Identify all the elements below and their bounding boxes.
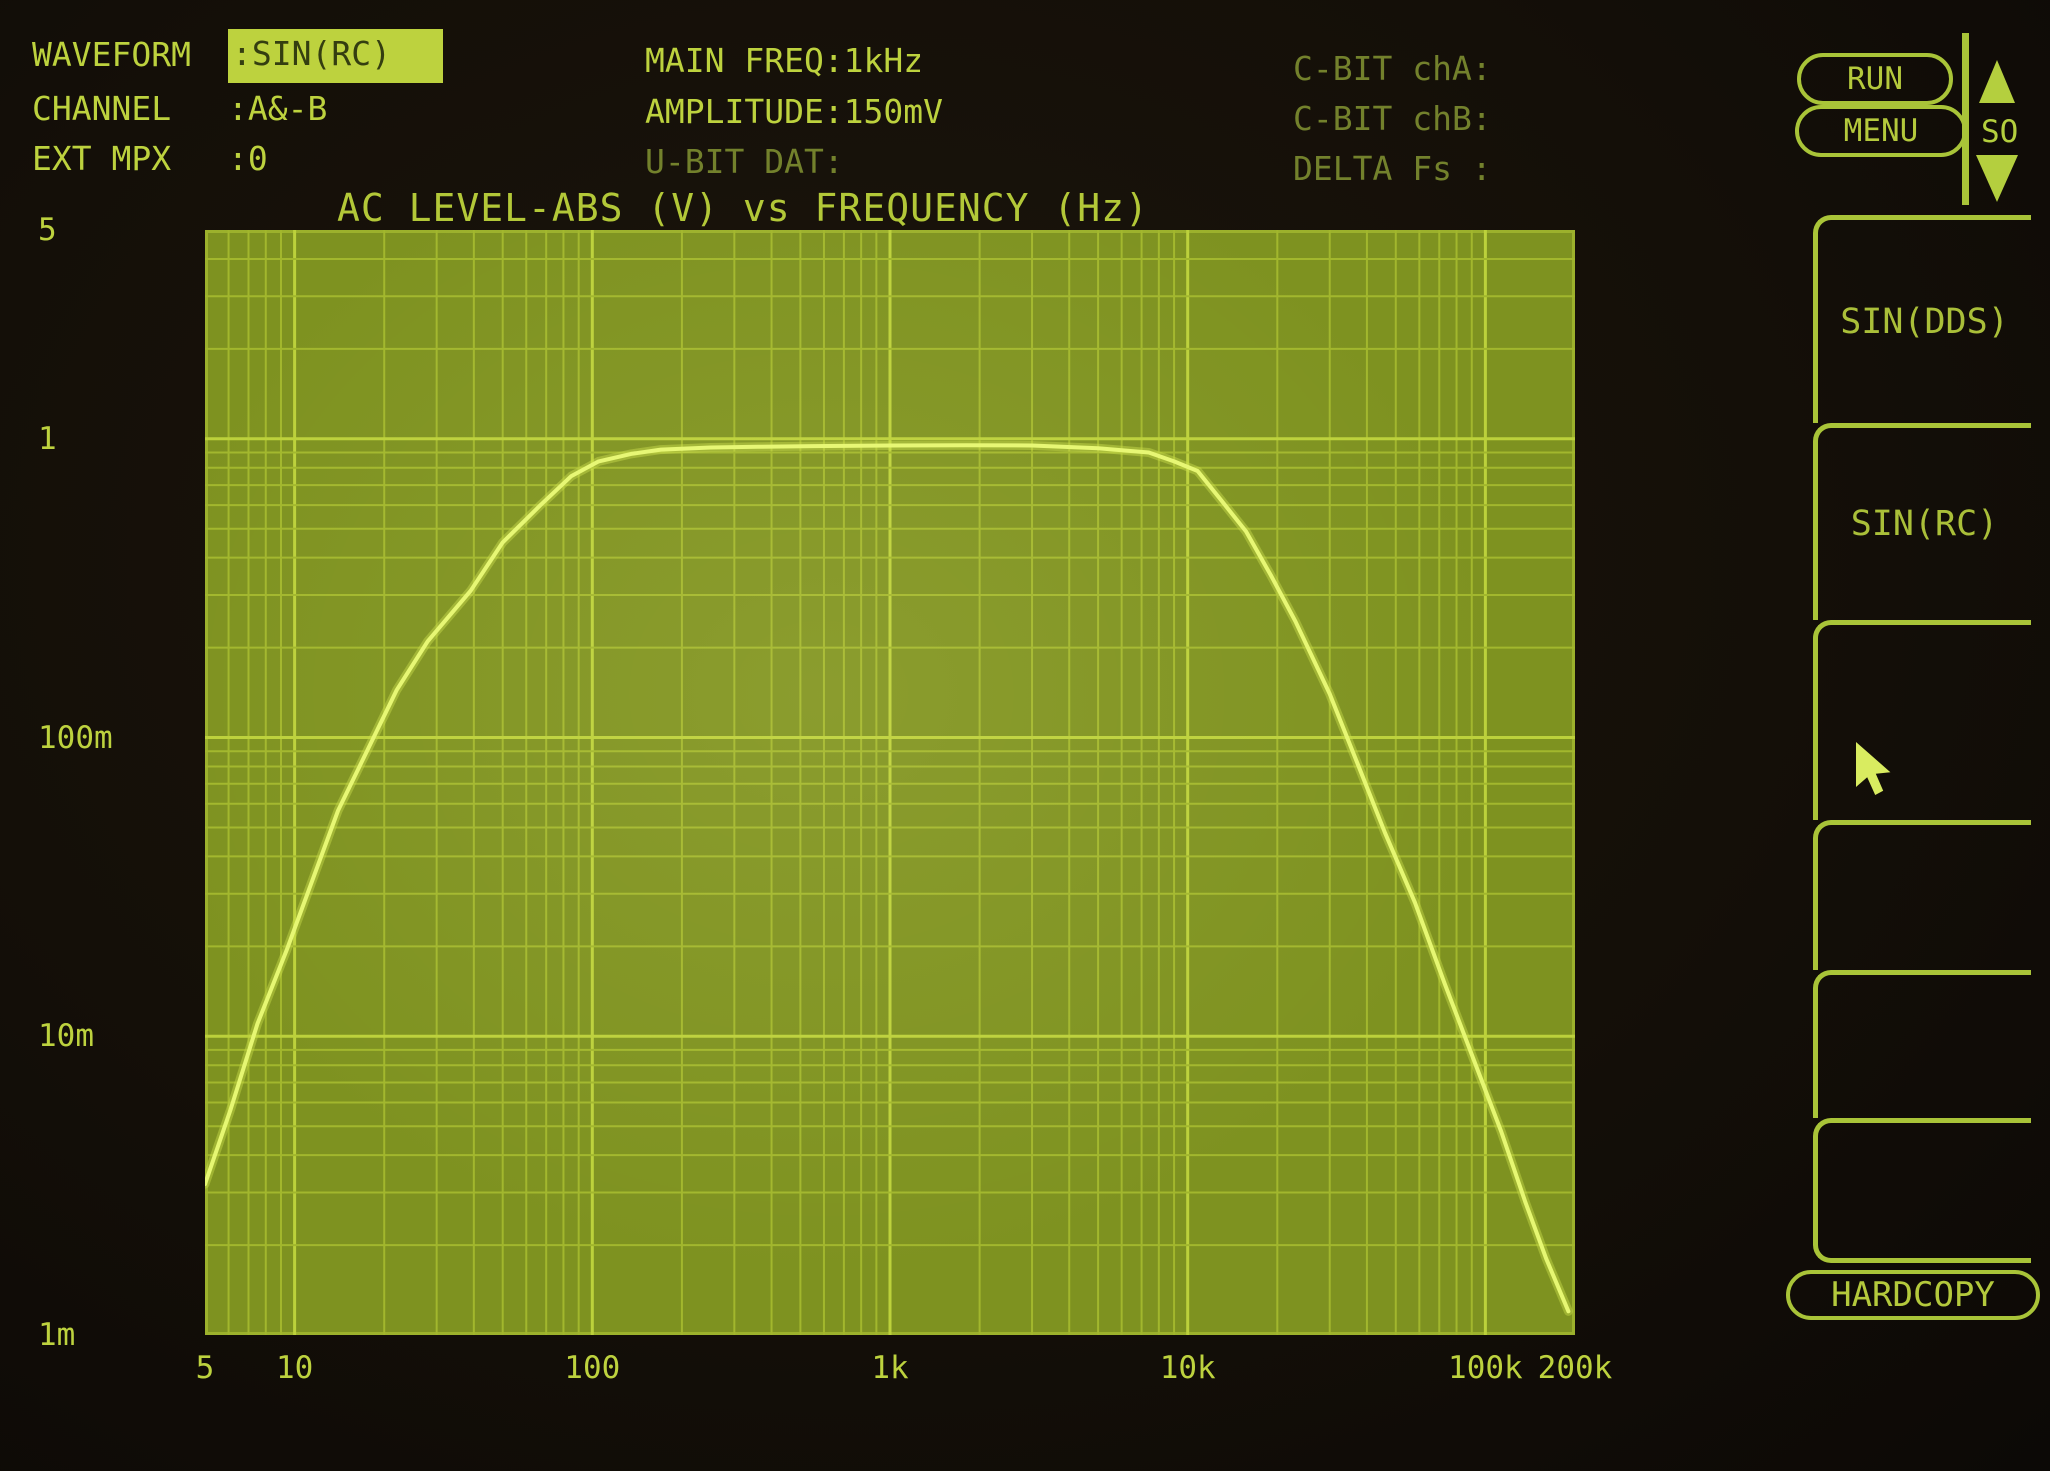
softkey-4[interactable] xyxy=(1813,820,2031,970)
softkey-3[interactable] xyxy=(1813,620,2031,820)
softkey-5[interactable] xyxy=(1813,970,2031,1118)
scroll-down-icon[interactable] xyxy=(1976,155,2018,202)
x-tick-label: 1k xyxy=(871,1350,909,1386)
ext-mpx-label: EXT MPX xyxy=(32,139,172,178)
softkey-sin-dds[interactable]: SIN(DDS) xyxy=(1813,215,2031,423)
softkey-sin-rc[interactable]: SIN(RC) xyxy=(1813,423,2031,620)
c-bit-cha-field: C-BIT chA: xyxy=(1293,49,1492,88)
chart-plot-area xyxy=(200,230,1575,1335)
y-tick-label: 1 xyxy=(38,420,57,457)
x-tick-label: 10 xyxy=(275,1350,314,1386)
y-tick-label: 10m xyxy=(38,1018,94,1055)
chart-title: AC LEVEL-ABS (V) vs FREQUENCY (Hz) xyxy=(337,186,1149,230)
x-tick-label: 100 xyxy=(564,1350,621,1386)
y-tick-label: 100m xyxy=(38,719,113,756)
ext-mpx-value: :0 xyxy=(228,139,268,178)
u-bit-dat-field: U-BIT DAT: xyxy=(645,142,844,181)
chart-canvas xyxy=(200,230,1575,1335)
waveform-field: WAVEFORM :SIN(RC) xyxy=(32,29,443,83)
run-button[interactable]: RUN xyxy=(1797,53,1953,105)
channel-label: CHANNEL xyxy=(32,89,172,128)
channel-field: CHANNEL :A&-B xyxy=(32,90,327,128)
channel-value: :A&-B xyxy=(228,89,328,128)
scroll-up-icon[interactable] xyxy=(1979,60,2015,103)
waveform-label: WAVEFORM xyxy=(32,35,191,74)
x-tick-label: 200k xyxy=(1537,1350,1613,1386)
hardcopy-button[interactable]: HARDCOPY xyxy=(1786,1270,2040,1320)
scroll-label: SO xyxy=(1981,114,2019,150)
softkey-label: SIN(DDS) xyxy=(1840,301,2009,342)
amplitude-field: AMPLITUDE:150mV xyxy=(645,92,944,131)
menu-button[interactable]: MENU xyxy=(1795,105,1967,157)
x-tick-label: 100k xyxy=(1448,1350,1523,1386)
delta-fs-field: DELTA Fs : xyxy=(1293,149,1492,188)
softkey-label: SIN(RC) xyxy=(1850,504,1999,544)
waveform-value[interactable]: :SIN(RC) xyxy=(228,29,443,83)
ext-mpx-field: EXT MPX :0 xyxy=(32,140,268,178)
x-tick-label: 10k xyxy=(1159,1350,1216,1386)
control-divider xyxy=(1962,33,1969,205)
main-freq-field: MAIN FREQ:1kHz xyxy=(645,41,924,80)
x-tick-label: 5 xyxy=(195,1350,215,1386)
y-tick-label: 5 xyxy=(38,212,57,248)
softkey-6[interactable] xyxy=(1813,1118,2031,1263)
y-tick-label: 1m xyxy=(38,1317,76,1353)
mouse-cursor-icon xyxy=(1856,742,1891,795)
c-bit-chb-field: C-BIT chB: xyxy=(1293,99,1492,138)
